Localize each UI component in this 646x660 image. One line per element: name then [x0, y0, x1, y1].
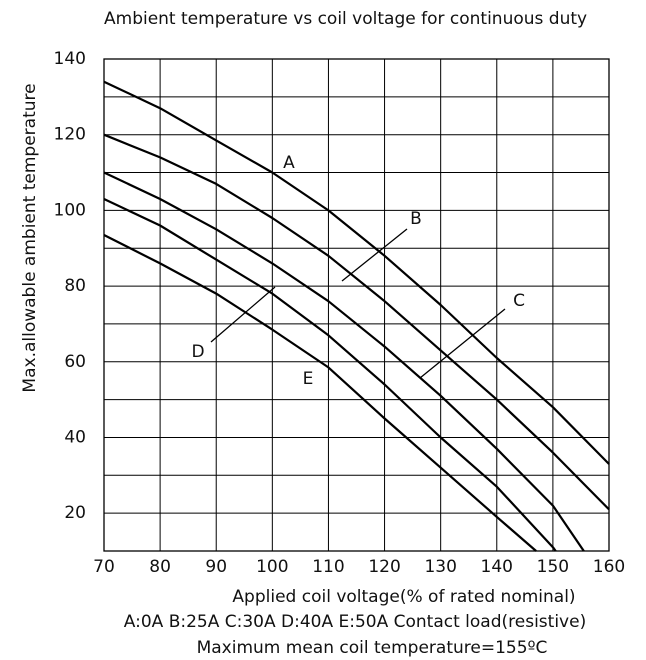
- leader-line: [210, 286, 276, 343]
- curve: [103, 234, 537, 552]
- note: A:0A B:25A C:30A D:40A E:50A Contact loa…: [124, 612, 586, 632]
- leader-line: [419, 308, 506, 379]
- y-tick-label: 80: [64, 276, 86, 296]
- plot-frame: [103, 58, 610, 552]
- y-axis-label: Max.allowable ambient temperature: [20, 83, 40, 392]
- y-tick-label: 40: [64, 427, 86, 447]
- y-tick-label: 60: [64, 352, 86, 372]
- x-tick-label: 150: [537, 557, 569, 577]
- x-tick-label: 70: [93, 557, 115, 577]
- curve-label: A: [283, 153, 295, 173]
- curve-label: B: [410, 209, 422, 229]
- x-tick-label: 90: [205, 557, 227, 577]
- curve: [103, 198, 557, 552]
- x-tick-label: 160: [593, 557, 625, 577]
- x-tick-label: 100: [256, 557, 288, 577]
- y-tick-label: 20: [64, 503, 86, 523]
- y-tick-label: 140: [54, 49, 86, 69]
- x-tick-label: 140: [481, 557, 513, 577]
- curve-label: E: [303, 369, 314, 389]
- leader-line: [341, 228, 408, 282]
- curve: [103, 171, 585, 552]
- x-tick-label: 110: [312, 557, 344, 577]
- curve: [103, 80, 610, 465]
- x-tick-label: 130: [424, 557, 456, 577]
- y-tick-label: 100: [54, 200, 86, 220]
- curve-label: C: [513, 291, 525, 311]
- note: Maximum mean coil temperature=155ºC: [197, 638, 548, 658]
- chart-title: Ambient temperature vs coil voltage for …: [104, 9, 588, 29]
- y-tick-label: 120: [54, 125, 86, 145]
- x-axis-label: Applied coil voltage(% of rated nominal): [232, 587, 575, 607]
- x-tick-label: 120: [368, 557, 400, 577]
- curve: [103, 133, 610, 511]
- leader-lines: [210, 228, 506, 379]
- x-tick-label: 80: [149, 557, 171, 577]
- curve-label: D: [191, 342, 204, 362]
